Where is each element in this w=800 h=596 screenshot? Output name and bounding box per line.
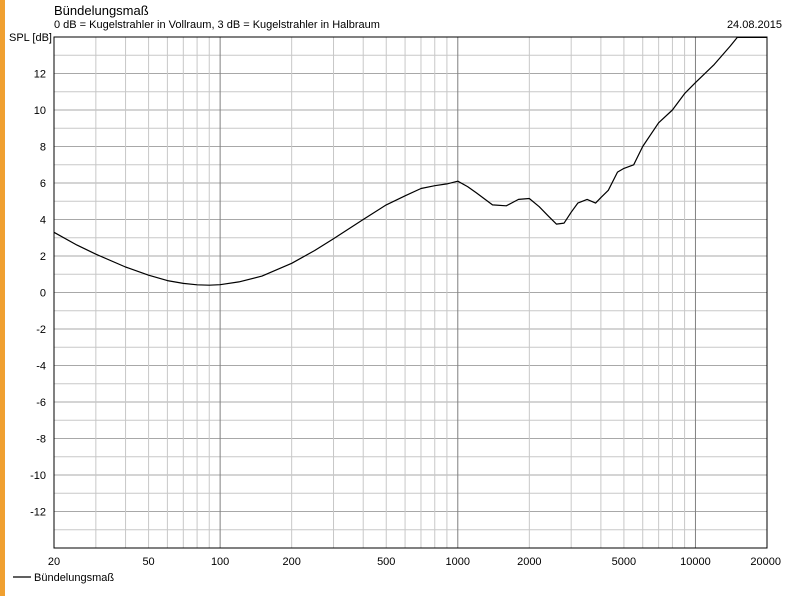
y-tick-label: 10 xyxy=(34,105,46,117)
chart-subtitle: 0 dB = Kugelstrahler in Vollraum, 3 dB =… xyxy=(54,19,380,31)
x-tick-label: 100 xyxy=(211,556,229,568)
y-tick-label: -2 xyxy=(36,324,46,336)
y-tick-label: 2 xyxy=(40,251,46,263)
x-tick-label: 5000 xyxy=(612,556,636,568)
y-tick-label: 12 xyxy=(34,69,46,81)
y-tick-label: 4 xyxy=(40,215,46,227)
y-axis-label: SPL [dB] xyxy=(9,32,52,44)
x-tick-label: 50 xyxy=(142,556,154,568)
chart-title: Bündelungsmaß xyxy=(54,3,149,18)
x-tick-label: 20000 xyxy=(750,556,781,568)
x-tick-label: 200 xyxy=(282,556,300,568)
x-tick-label: 20 xyxy=(48,556,60,568)
y-tick-label: -8 xyxy=(36,434,46,446)
legend-label: Bündelungsmaß xyxy=(34,572,114,584)
chart-date: 24.08.2015 xyxy=(726,19,782,31)
grid-layer xyxy=(53,36,768,549)
x-tick-label: 500 xyxy=(377,556,395,568)
curve-layer xyxy=(53,36,767,286)
legend: Bündelungsmaß xyxy=(13,572,114,584)
series-line-buendelungsmass xyxy=(53,36,767,286)
y-tick-label: -10 xyxy=(30,470,46,482)
y-tick-label: 6 xyxy=(40,178,46,190)
x-tick-label: 2000 xyxy=(517,556,541,568)
y-tick-label: 0 xyxy=(40,288,46,300)
y-tick-label: 8 xyxy=(40,142,46,154)
y-tick-label: -12 xyxy=(30,507,46,519)
y-tick-label: -4 xyxy=(36,361,46,373)
x-tick-label: 1000 xyxy=(446,556,470,568)
y-tick-label: -6 xyxy=(36,397,46,409)
window-edge-accent xyxy=(0,0,5,596)
plot-frame xyxy=(53,36,768,549)
x-tick-label: 10000 xyxy=(680,556,711,568)
